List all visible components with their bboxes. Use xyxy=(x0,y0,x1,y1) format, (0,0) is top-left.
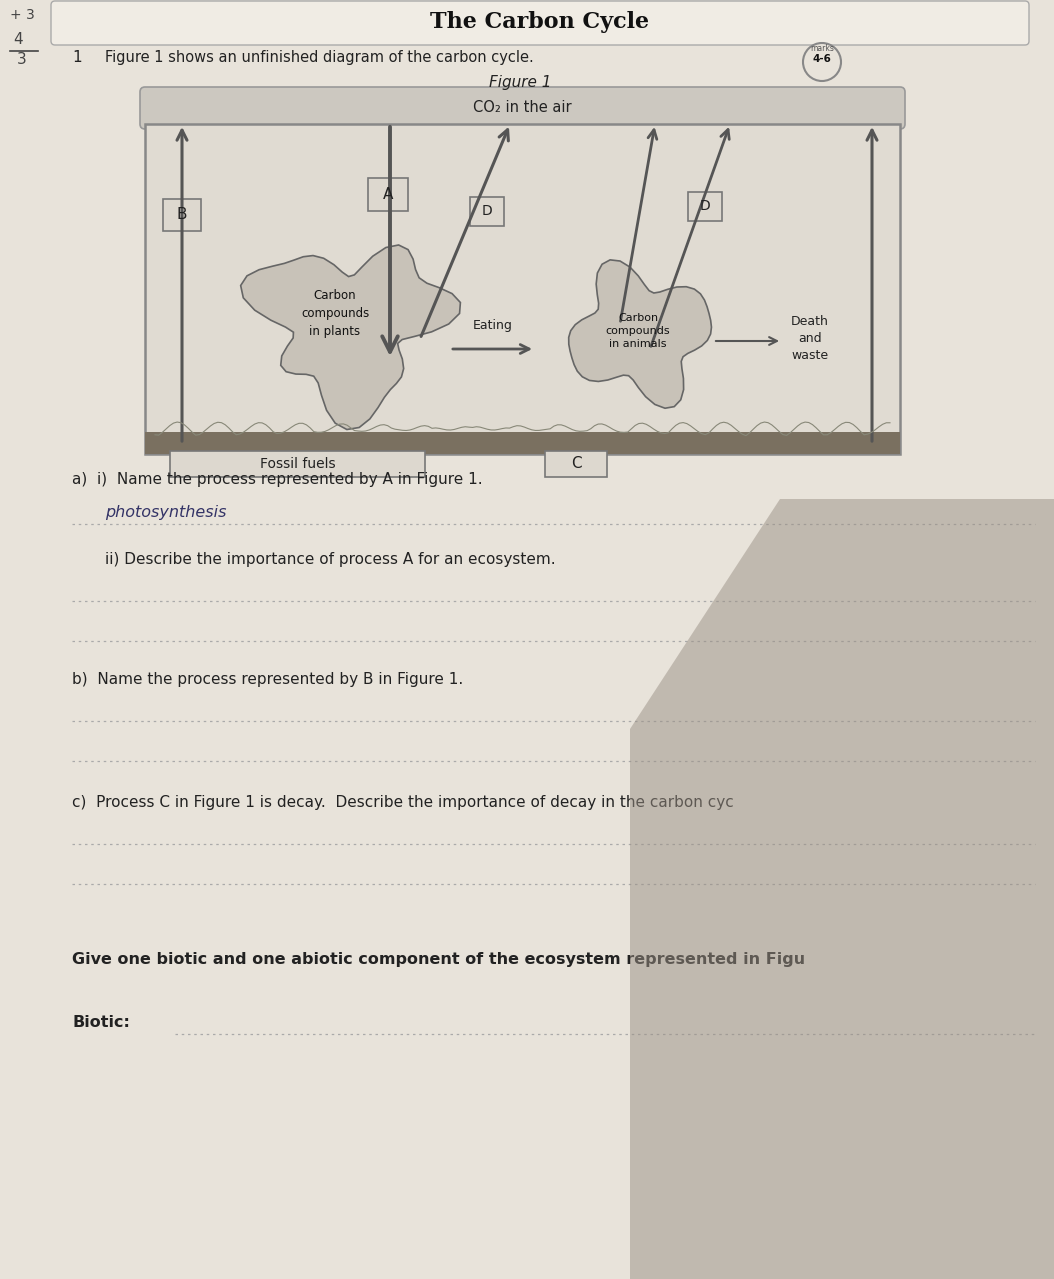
Bar xyxy=(545,451,607,477)
Text: Carbon
compounds
in plants: Carbon compounds in plants xyxy=(300,289,369,339)
Bar xyxy=(145,432,900,454)
Text: C: C xyxy=(570,457,582,472)
FancyBboxPatch shape xyxy=(470,197,504,226)
Text: b)  Name the process represented by B in Figure 1.: b) Name the process represented by B in … xyxy=(72,671,464,687)
Text: Eating: Eating xyxy=(473,318,513,333)
Bar xyxy=(170,451,425,477)
Text: Biotic:: Biotic: xyxy=(72,1016,130,1030)
Text: marks: marks xyxy=(811,45,834,54)
Text: Fossil fuels: Fossil fuels xyxy=(260,457,336,471)
Text: + 3: + 3 xyxy=(9,8,35,22)
Text: D: D xyxy=(700,200,710,214)
FancyBboxPatch shape xyxy=(688,192,722,221)
Text: A: A xyxy=(383,187,393,202)
Text: D: D xyxy=(482,205,492,219)
Text: CO₂ in the air: CO₂ in the air xyxy=(472,100,571,115)
Polygon shape xyxy=(630,499,1054,1279)
Polygon shape xyxy=(569,260,711,408)
Text: photosynthesis: photosynthesis xyxy=(105,505,227,521)
Text: Figure 1 shows an unfinished diagram of the carbon cycle.: Figure 1 shows an unfinished diagram of … xyxy=(105,50,533,65)
Text: The Carbon Cycle: The Carbon Cycle xyxy=(430,12,649,33)
Bar xyxy=(145,124,900,454)
FancyBboxPatch shape xyxy=(51,1,1029,45)
FancyBboxPatch shape xyxy=(163,200,201,231)
Text: 3: 3 xyxy=(17,52,26,67)
FancyBboxPatch shape xyxy=(140,87,905,129)
Circle shape xyxy=(803,43,841,81)
Polygon shape xyxy=(240,246,461,430)
Text: a)  i)  Name the process represented by A in Figure 1.: a) i) Name the process represented by A … xyxy=(72,472,483,487)
Text: Give one biotic and one abiotic component of the ecosystem represented in Figu: Give one biotic and one abiotic componen… xyxy=(72,952,805,967)
Text: c)  Process C in Figure 1 is decay.  Describe the importance of decay in the car: c) Process C in Figure 1 is decay. Descr… xyxy=(72,796,734,810)
FancyBboxPatch shape xyxy=(368,178,408,211)
Text: Death
and
waste: Death and waste xyxy=(792,316,828,362)
Text: 4: 4 xyxy=(14,32,23,47)
Text: Carbon
compounds
in animals: Carbon compounds in animals xyxy=(606,313,670,349)
Text: ii) Describe the importance of process A for an ecosystem.: ii) Describe the importance of process A… xyxy=(105,553,555,567)
Text: B: B xyxy=(177,207,188,223)
Text: 1: 1 xyxy=(72,50,81,65)
Text: 4-6: 4-6 xyxy=(813,54,832,64)
Text: Figure 1: Figure 1 xyxy=(489,75,551,90)
